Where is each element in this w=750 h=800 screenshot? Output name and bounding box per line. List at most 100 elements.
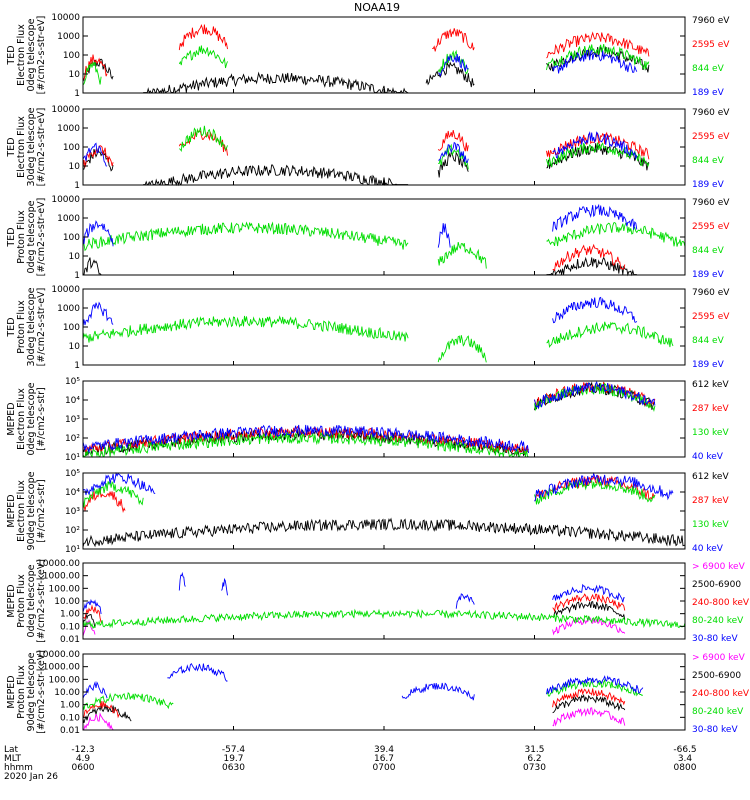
trace-segment: [546, 45, 650, 73]
trace-segment: [82, 681, 108, 699]
y-tick-label: 10000: [51, 195, 80, 205]
y-tick-label: 100: [63, 233, 80, 243]
legend-entry: 189 eV: [692, 270, 725, 280]
y-axis-label-line: [#/cm2-s-str-eV]: [36, 288, 47, 367]
series-287-kev: [82, 381, 656, 454]
trace-segment: [455, 593, 475, 609]
trace-segment: [437, 223, 451, 248]
legend-entry: 130 keV: [692, 428, 729, 438]
trace-segment: [178, 24, 228, 51]
trace-segment: [437, 335, 487, 363]
footer-hhmm-value: 0730: [523, 763, 546, 773]
y-tick-label: 0.10: [60, 622, 80, 632]
y-axis-label-line: TED: [6, 317, 17, 337]
panel-frame: [82, 472, 686, 550]
legend-entry: 844 eV: [692, 64, 725, 74]
footer-mlt-value: 6.2: [527, 754, 541, 764]
y-axis-label-line: MEPED: [6, 584, 17, 617]
trace-segment: [82, 704, 132, 724]
legend-entry: 130 keV: [692, 520, 729, 530]
footer-mlt-value: 4.9: [76, 754, 91, 764]
y-axis-label-line: MEPED: [6, 494, 17, 527]
trace-segment: [82, 60, 102, 86]
panel-4: 10000 1000 100 10 1 TEDProton Flux30deg teles…: [6, 285, 730, 371]
trace-segment: [178, 571, 186, 591]
trace-segment: [82, 471, 156, 496]
footer-hhmm-value: 0800: [674, 763, 697, 773]
legend-entry: 189 eV: [692, 360, 725, 370]
y-axis-label: MEPEDProton Flux90deg telescope[#/cm2-s-…: [6, 650, 47, 734]
series-844-ev: [82, 221, 686, 269]
trace-segment: [179, 125, 228, 153]
trace-segment: [82, 618, 96, 637]
footer-hhmm-value: 0600: [72, 763, 95, 773]
trace-segment: [552, 48, 638, 74]
y-tick-label: 1: [74, 89, 80, 99]
legend-entry: 2500-6900: [692, 671, 741, 681]
y-axis-label-line: Proton Flux: [16, 574, 27, 628]
series--6900-kev: [82, 707, 626, 731]
y-tick-label: 10²: [65, 434, 80, 444]
chart-title: NOAA19: [354, 1, 400, 14]
legend-entry: 612 keV: [692, 472, 729, 482]
trace-segment: [546, 675, 644, 695]
y-tick-label: 10000.00: [37, 559, 80, 569]
y-axis-label-line: 0deg telescope: [26, 382, 37, 455]
trace-segment: [82, 613, 96, 628]
panel-5: 10⁵ 10⁴ 10³ 10² 10¹ MEPEDElectron Flux0deg te…: [6, 377, 729, 463]
legend-entry: 844 eV: [692, 156, 725, 166]
series-2595-ev: [82, 24, 650, 80]
trace-segment: [552, 600, 626, 620]
trace-segment: [552, 243, 626, 272]
trace-segment: [82, 604, 102, 623]
series-189-ev: [82, 203, 638, 248]
trace-segment: [546, 678, 644, 697]
legend-entry: 30-80 keV: [692, 634, 738, 644]
y-tick-label: 10000: [51, 105, 80, 115]
legend-entry: 287 keV: [692, 496, 729, 506]
footer-date: 2020 Jan 26: [4, 772, 58, 782]
trace-segment: [437, 151, 469, 178]
footer-row-label: hhmm: [4, 763, 33, 773]
y-tick-label: 1: [74, 271, 80, 281]
y-axis-label: TEDProton Flux30deg telescope[#/cm2-s-st…: [6, 287, 47, 366]
y-axis-label: TEDProton Flux0deg telescope[#/cm2-s-str…: [6, 198, 47, 277]
trace-segment: [143, 164, 409, 187]
trace-segment: [425, 61, 475, 88]
trace-segment: [437, 53, 469, 78]
series-130-kev: [82, 477, 656, 508]
trace-segment: [401, 682, 475, 701]
series-2595-ev: [82, 129, 650, 168]
legend-entry: 2595 eV: [692, 312, 730, 322]
legend-entry: 240-800 keV: [692, 598, 750, 608]
legend-entry: 2595 eV: [692, 132, 730, 142]
y-tick-label: 100: [63, 323, 80, 333]
y-tick-label: 1000: [57, 32, 80, 42]
series-612-kev: [82, 517, 686, 548]
legend-entry: 189 eV: [692, 88, 725, 98]
legend-entry: 40 keV: [692, 452, 724, 462]
y-tick-label: 10¹: [65, 453, 80, 463]
y-tick-label: 100: [63, 143, 80, 153]
panel-6: 10⁵ 10⁴ 10³ 10² 10¹ MEPEDElectron Flux90deg t…: [6, 469, 729, 555]
series-30-80-kev: [82, 662, 644, 701]
y-tick-label: 100.00: [49, 675, 81, 685]
panel-1: 10000 1000 100 10 1 TEDElectron Flux0deg tele…: [6, 13, 730, 99]
panel-frame: [82, 16, 686, 94]
trace-segment: [552, 296, 638, 324]
trace-segment: [83, 257, 102, 276]
y-tick-label: 0.10: [60, 713, 80, 723]
legend-entry: 2595 eV: [692, 222, 730, 232]
trace-segment: [82, 301, 114, 328]
footer-hhmm-value: 0630: [222, 763, 245, 773]
y-axis-label-line: [#/cm2-s-str-keV]: [36, 650, 47, 734]
trace-segment: [546, 321, 674, 349]
y-tick-label: 10: [69, 342, 81, 352]
y-tick-label: 1000: [57, 124, 80, 134]
trace-segment: [552, 616, 626, 636]
panel-3: 10000 1000 100 10 1 TEDProton Flux0deg telesc…: [6, 195, 730, 281]
panel-frame: [82, 562, 686, 640]
legend-entry: > 6900 keV: [692, 653, 746, 663]
panel-frame: [82, 653, 686, 731]
trace-segment: [82, 221, 409, 252]
